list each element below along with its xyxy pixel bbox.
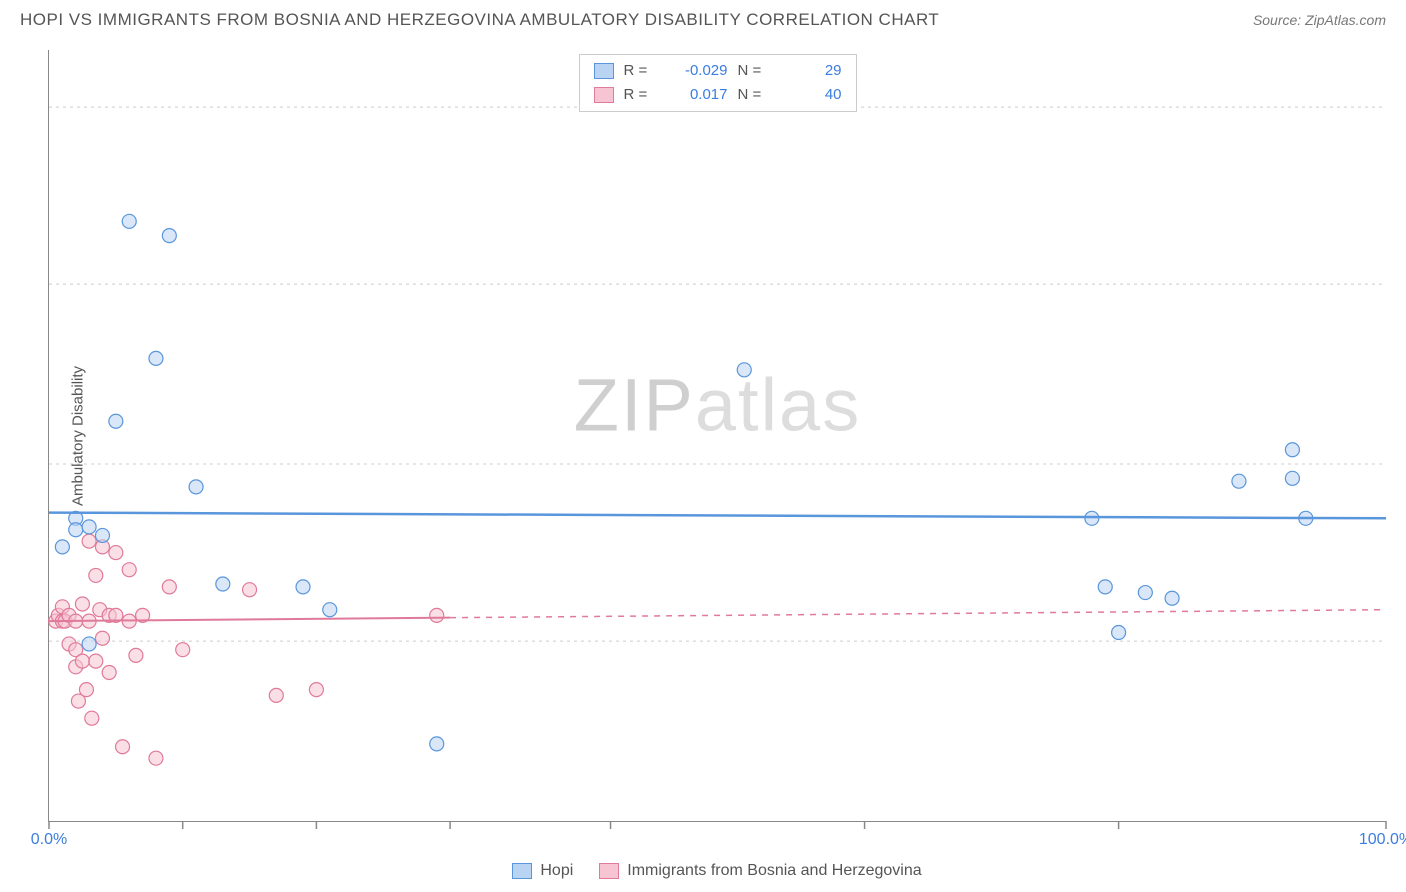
n-value-2: 40 (782, 83, 842, 107)
legend-swatch-bosnia (599, 863, 619, 879)
swatch-hopi (594, 63, 614, 79)
stats-legend: R = -0.029 N = 29 R = 0.017 N = 40 (579, 54, 857, 112)
n-value-1: 29 (782, 59, 842, 83)
stats-row-1: R = -0.029 N = 29 (594, 59, 842, 83)
swatch-bosnia (594, 87, 614, 103)
legend-item-bosnia: Immigrants from Bosnia and Herzegovina (599, 862, 921, 880)
r-label-2: R = (624, 83, 658, 107)
plot-svg (49, 50, 1386, 821)
x-tick-label: 0.0% (31, 831, 67, 849)
n-label-2: N = (738, 83, 772, 107)
legend-swatch-hopi (512, 863, 532, 879)
x-tick-label: 100.0% (1359, 831, 1406, 849)
r-value-1: -0.029 (668, 59, 728, 83)
legend-label-bosnia: Immigrants from Bosnia and Herzegovina (627, 862, 921, 880)
source-name: ZipAtlas.com (1305, 12, 1386, 28)
r-value-2: 0.017 (668, 83, 728, 107)
chart-title: HOPI VS IMMIGRANTS FROM BOSNIA AND HERZE… (20, 10, 939, 30)
source-label: Source: (1253, 12, 1301, 28)
n-label-1: N = (738, 59, 772, 83)
legend-label-hopi: Hopi (540, 862, 573, 880)
source-attribution: Source: ZipAtlas.com (1253, 12, 1386, 28)
chart-header: HOPI VS IMMIGRANTS FROM BOSNIA AND HERZE… (0, 0, 1406, 34)
legend-item-hopi: Hopi (512, 862, 573, 880)
stats-row-2: R = 0.017 N = 40 (594, 83, 842, 107)
chart-area: Ambulatory Disability ZIPatlas R = -0.02… (48, 50, 1386, 822)
plot-region: ZIPatlas R = -0.029 N = 29 R = 0.017 N =… (48, 50, 1386, 822)
series-legend: Hopi Immigrants from Bosnia and Herzegov… (48, 862, 1386, 880)
r-label-1: R = (624, 59, 658, 83)
